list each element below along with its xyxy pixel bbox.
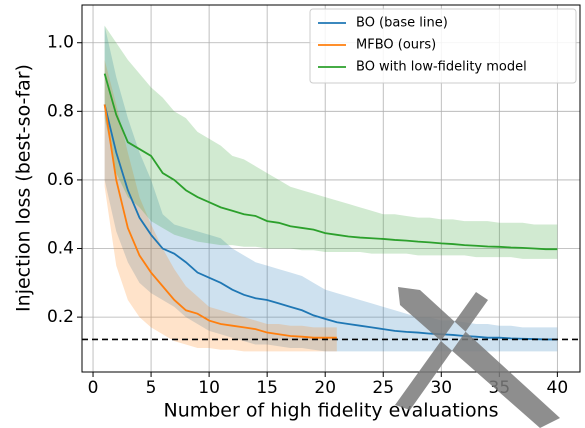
x-axis-label: Number of high fidelity evaluations xyxy=(163,400,498,422)
legend-label: BO with low-fidelity model xyxy=(356,60,527,75)
series-line xyxy=(103,104,558,341)
legend-box xyxy=(309,8,577,84)
series-line xyxy=(103,73,558,251)
confidence-band xyxy=(104,25,558,259)
confidence-band xyxy=(104,25,558,352)
y-axis-label: Injection loss (best-so-far) xyxy=(13,64,35,312)
x-tick-label: 15 xyxy=(256,378,278,398)
x-tick-label: 10 xyxy=(198,378,220,398)
plot-frame xyxy=(81,4,581,373)
series-line xyxy=(103,104,337,339)
x-tick-label: 30 xyxy=(430,378,452,398)
y-tick-label: 0.8 xyxy=(47,101,74,121)
x-tick-label: 0 xyxy=(88,378,99,398)
y-tick-label: 0.4 xyxy=(47,239,74,259)
y-tick-label: 0.6 xyxy=(47,170,74,190)
overlay-cross xyxy=(395,287,560,428)
legend-label: MFBO (ours) xyxy=(356,38,436,53)
y-tick-label: 0.2 xyxy=(47,307,74,327)
confidence-band xyxy=(104,59,337,352)
x-tick-label: 20 xyxy=(314,378,336,398)
y-tick-label: 1.0 xyxy=(47,33,74,53)
x-tick-label: 5 xyxy=(146,378,157,398)
legend-label: BO (base line) xyxy=(356,16,448,31)
x-tick-label: 25 xyxy=(372,378,394,398)
x-tick-label: 40 xyxy=(547,378,569,398)
